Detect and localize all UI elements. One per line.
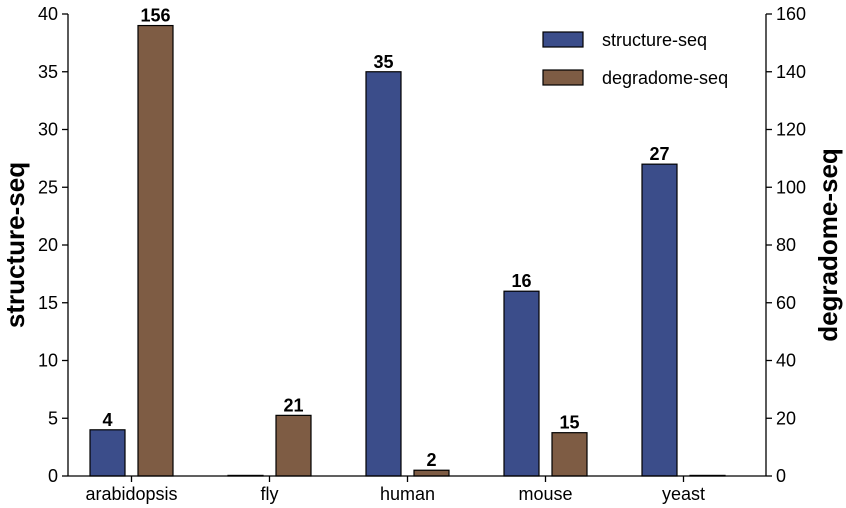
- axes-layer: 0 5 10 15 20 25 30 35 40 0 20 40 60 80 100 120 140 160 ara…: [0, 4, 843, 504]
- data-label-structure-seq-arabidopsis: 4: [102, 410, 112, 430]
- x-tick-label-arabidopsis: arabidopsis: [85, 484, 177, 504]
- right-y-tick-label: 20: [776, 408, 796, 428]
- left-y-tick-label: 40: [38, 4, 58, 24]
- data-label-degradome-seq-fly: 21: [283, 395, 303, 415]
- x-tick-label-human: human: [380, 484, 435, 504]
- bar-structure-seq-human: [365, 71, 402, 477]
- legend-label-degradome-seq: degradome-seq: [602, 68, 728, 88]
- right-y-tick-label: 60: [776, 293, 796, 313]
- right-y-tick-label: 100: [776, 177, 806, 197]
- left-axis-title: structure-seq: [0, 162, 30, 328]
- legend-swatch-structure-seq: [542, 31, 584, 48]
- left-y-tick-label: 0: [48, 466, 58, 486]
- left-y-tick-label: 20: [38, 235, 58, 255]
- right-y-tick-label: 140: [776, 62, 806, 82]
- bar-degradome-seq-arabidopsis: [137, 24, 174, 477]
- x-tick-label-mouse: mouse: [518, 484, 572, 504]
- legend-label-structure-seq: structure-seq: [602, 30, 707, 50]
- left-y-tick-label: 5: [48, 408, 58, 428]
- data-label-structure-seq-yeast: 27: [649, 144, 669, 164]
- data-label-structure-seq-human: 35: [373, 52, 393, 72]
- left-y-tick-label: 35: [38, 62, 58, 82]
- bar-structure-seq-arabidopsis: [89, 429, 126, 477]
- right-axis-title: degradome-seq: [813, 148, 843, 342]
- data-labels-layer: 4 156 21 35 2 16 15 27: [102, 6, 669, 471]
- data-label-degradome-seq-human: 2: [426, 450, 436, 470]
- bar-degradome-seq-mouse: [551, 432, 588, 477]
- left-y-tick-label: 30: [38, 120, 58, 140]
- bar-structure-seq-mouse: [503, 290, 540, 477]
- left-y-tick-label: 15: [38, 293, 58, 313]
- right-y-tick-label: 120: [776, 120, 806, 140]
- right-y-tick-label: 0: [776, 466, 786, 486]
- legend-swatch-degradome-seq: [542, 69, 584, 86]
- x-tick-label-fly: fly: [261, 484, 279, 504]
- left-y-tick-label: 25: [38, 177, 58, 197]
- data-label-structure-seq-mouse: 16: [511, 271, 531, 291]
- data-label-degradome-seq-arabidopsis: 156: [140, 6, 170, 26]
- legend: structure-seq degradome-seq: [542, 30, 728, 88]
- left-y-tick-label: 10: [38, 351, 58, 371]
- bar-structure-seq-yeast: [641, 163, 678, 477]
- x-tick-label-yeast: yeast: [662, 484, 705, 504]
- bars-layer: [89, 24, 726, 477]
- right-y-tick-label: 160: [776, 4, 806, 24]
- bar-degradome-seq-human: [413, 469, 450, 477]
- right-y-tick-label: 80: [776, 235, 796, 255]
- bar-degradome-seq-fly: [275, 414, 312, 477]
- right-y-tick-label: 40: [776, 351, 796, 371]
- data-label-degradome-seq-mouse: 15: [559, 413, 579, 433]
